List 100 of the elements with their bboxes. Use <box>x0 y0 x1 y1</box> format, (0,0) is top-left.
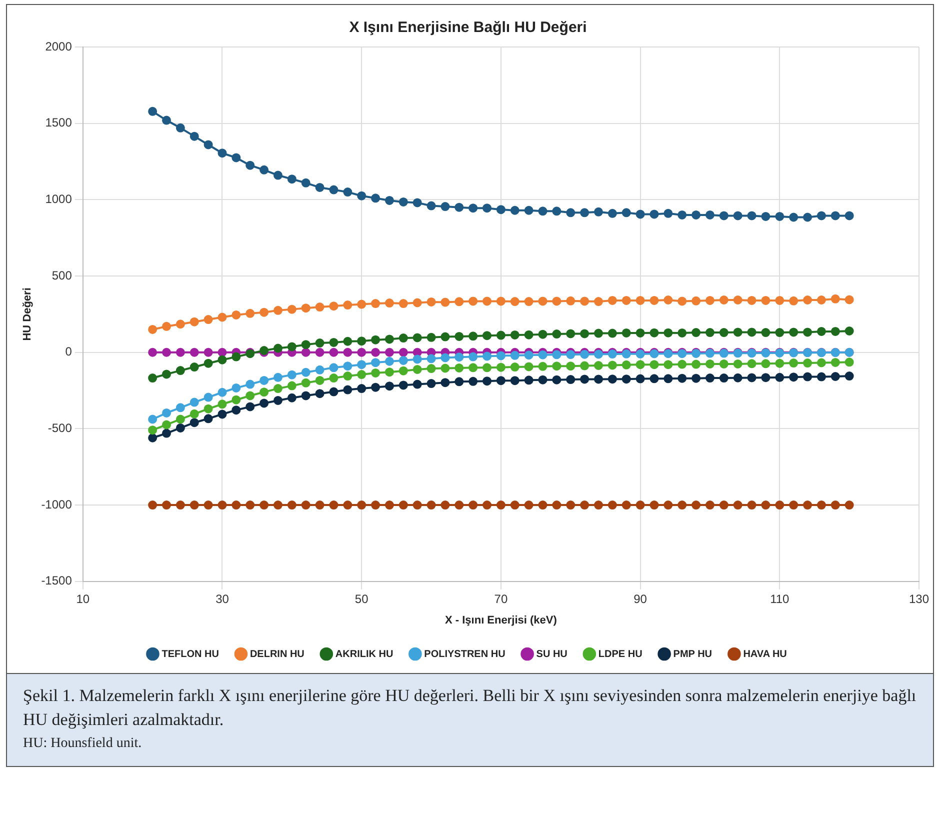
point <box>608 374 617 384</box>
point <box>830 326 840 336</box>
point <box>162 428 172 438</box>
point <box>803 372 812 382</box>
point <box>357 370 366 380</box>
point <box>719 374 728 383</box>
point <box>176 348 185 357</box>
point <box>650 360 659 370</box>
point <box>426 297 436 306</box>
point <box>273 500 282 510</box>
point <box>622 500 631 510</box>
point <box>384 356 394 366</box>
point <box>260 500 269 510</box>
point <box>232 352 241 362</box>
point <box>524 206 534 215</box>
point <box>733 328 742 337</box>
point <box>761 500 770 510</box>
point <box>343 372 352 381</box>
point <box>440 332 450 342</box>
point <box>844 211 854 220</box>
point <box>176 414 185 424</box>
point <box>622 360 631 370</box>
point <box>148 106 158 116</box>
point <box>204 140 213 150</box>
point <box>678 328 687 338</box>
point <box>830 211 840 220</box>
point <box>830 372 840 381</box>
point <box>218 388 227 397</box>
point <box>329 338 338 347</box>
point <box>384 368 394 377</box>
point <box>287 393 296 402</box>
point <box>816 372 826 382</box>
point <box>273 396 282 405</box>
point <box>357 500 366 510</box>
point <box>510 206 520 215</box>
point <box>830 294 840 304</box>
point <box>315 182 324 192</box>
point <box>650 500 659 510</box>
point <box>496 351 506 360</box>
point <box>636 328 645 338</box>
point <box>204 392 213 402</box>
point <box>775 358 784 368</box>
legend-label: AKRILIK HU <box>335 648 394 660</box>
point <box>357 336 366 346</box>
chart-title: X Işını Enerjisine Bağlı HU Değeri <box>349 19 587 36</box>
point <box>371 368 380 378</box>
point <box>398 348 408 357</box>
point <box>678 360 687 369</box>
point <box>789 212 798 222</box>
point <box>692 328 701 338</box>
point <box>719 500 728 510</box>
point <box>664 360 673 370</box>
point <box>162 408 172 418</box>
point <box>454 363 464 372</box>
x-tick-label: 50 <box>354 592 369 606</box>
point <box>218 500 227 510</box>
point <box>594 207 603 216</box>
y-axis-title: HU Değeri <box>22 288 34 341</box>
point <box>622 374 631 384</box>
point <box>761 373 770 382</box>
point <box>301 500 310 510</box>
point <box>580 500 590 510</box>
point <box>733 211 742 220</box>
point <box>844 295 854 304</box>
point <box>747 211 756 220</box>
point <box>775 212 784 221</box>
point <box>371 194 380 203</box>
point <box>650 210 659 219</box>
point <box>816 326 826 336</box>
point <box>176 423 185 432</box>
point <box>176 403 185 412</box>
point <box>398 299 408 308</box>
point <box>719 328 728 338</box>
point <box>329 387 338 396</box>
point <box>190 348 199 357</box>
point <box>426 201 436 210</box>
point <box>608 296 617 305</box>
y-tick-label: 2000 <box>45 39 72 54</box>
point <box>301 340 310 350</box>
point <box>190 132 199 141</box>
point <box>566 329 576 338</box>
point <box>260 398 269 408</box>
point <box>789 500 798 510</box>
point <box>301 178 310 188</box>
point <box>816 211 826 220</box>
point <box>301 378 310 388</box>
point <box>232 153 241 162</box>
point <box>246 308 255 318</box>
x-tick-label: 30 <box>216 592 230 606</box>
point <box>440 378 450 388</box>
point <box>412 298 422 308</box>
point <box>524 376 534 385</box>
point <box>148 414 158 424</box>
point <box>357 360 366 370</box>
point <box>260 308 269 317</box>
point <box>496 376 506 386</box>
point <box>705 374 714 383</box>
point <box>468 204 478 213</box>
point <box>636 374 645 384</box>
point <box>594 297 603 306</box>
